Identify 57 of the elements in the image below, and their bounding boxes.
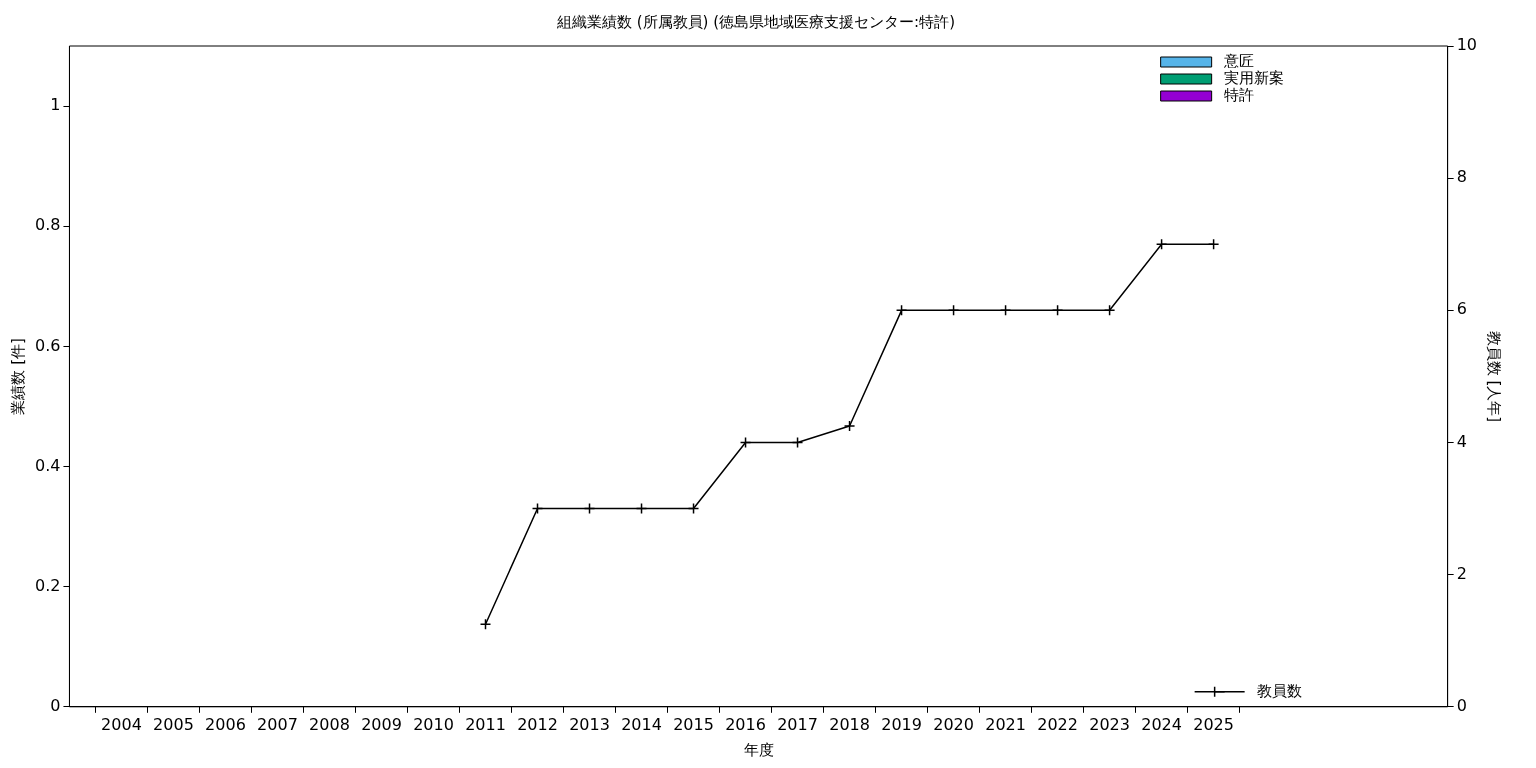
point xyxy=(947,304,960,317)
legend-label: 実用新案 xyxy=(1223,68,1284,87)
y-tick-label: 0.6 xyxy=(34,335,61,355)
x-tick-label: 2007 xyxy=(257,714,298,734)
point xyxy=(1051,304,1064,317)
x-tick-label: 2017 xyxy=(777,714,818,734)
x-tick-label: 2024 xyxy=(1141,714,1182,734)
point xyxy=(895,304,908,317)
legend-label: 特許 xyxy=(1223,85,1254,104)
x-tick-label: 2018 xyxy=(829,714,870,734)
x-tick-label: 2011 xyxy=(465,714,506,734)
point xyxy=(1207,238,1220,250)
y2-tick-label: 6 xyxy=(1456,299,1467,319)
point xyxy=(583,502,596,515)
x-tick-label: 2021 xyxy=(985,714,1026,734)
y-tick-label: 0.8 xyxy=(34,215,61,235)
y2-axis-title: 教員数 [人年] xyxy=(1485,330,1504,423)
x-tick-label: 2010 xyxy=(413,714,454,734)
point xyxy=(791,436,804,449)
point xyxy=(843,420,856,432)
x-tick-label: 2004 xyxy=(101,714,142,734)
point xyxy=(531,502,544,515)
x-tick-label: 2006 xyxy=(205,714,246,734)
x-tick-label: 2019 xyxy=(881,714,922,734)
point xyxy=(687,502,700,515)
legend-label: 意匠 xyxy=(1222,51,1254,70)
y2-tick-label: 8 xyxy=(1456,167,1467,187)
y2-tick-label: 4 xyxy=(1456,431,1467,451)
y-axis-title: 業績数 [件] xyxy=(8,338,27,415)
x-tick-label: 2025 xyxy=(1193,714,1234,734)
legend-label: 教員数 xyxy=(1256,681,1302,700)
chart-title: 組織業績数 (所属教員) (徳島県地域医療支援センター:特許) xyxy=(556,12,955,31)
x-tick-label: 2022 xyxy=(1037,714,1078,734)
x-tick-label: 2023 xyxy=(1089,714,1130,734)
y2-tick-label: 0 xyxy=(1456,695,1467,715)
point xyxy=(1103,304,1116,317)
x-tick-label: 2009 xyxy=(361,714,402,734)
point xyxy=(739,436,752,449)
y-tick-label: 1 xyxy=(50,95,61,115)
x-axis-title: 年度 xyxy=(743,740,774,759)
y-tick-label: 0.2 xyxy=(34,575,61,595)
x-tick-label: 2005 xyxy=(153,714,194,734)
y-tick-label: 0 xyxy=(50,695,61,715)
point xyxy=(479,618,492,630)
x-tick-label: 2016 xyxy=(725,714,766,734)
x-tick-label: 2013 xyxy=(569,714,610,734)
point xyxy=(999,304,1012,317)
x-tick-label: 2012 xyxy=(517,714,558,734)
y-tick-label: 0.4 xyxy=(34,455,61,475)
y2-tick-label: 2 xyxy=(1456,563,1467,583)
x-tick-label: 2008 xyxy=(309,714,350,734)
x-tick-label: 2014 xyxy=(621,714,662,734)
x-tick-label: 2020 xyxy=(933,714,974,734)
y2-tick-label: 10 xyxy=(1456,35,1477,55)
point xyxy=(635,502,648,515)
x-tick-label: 2015 xyxy=(673,714,714,734)
point xyxy=(1155,238,1168,250)
